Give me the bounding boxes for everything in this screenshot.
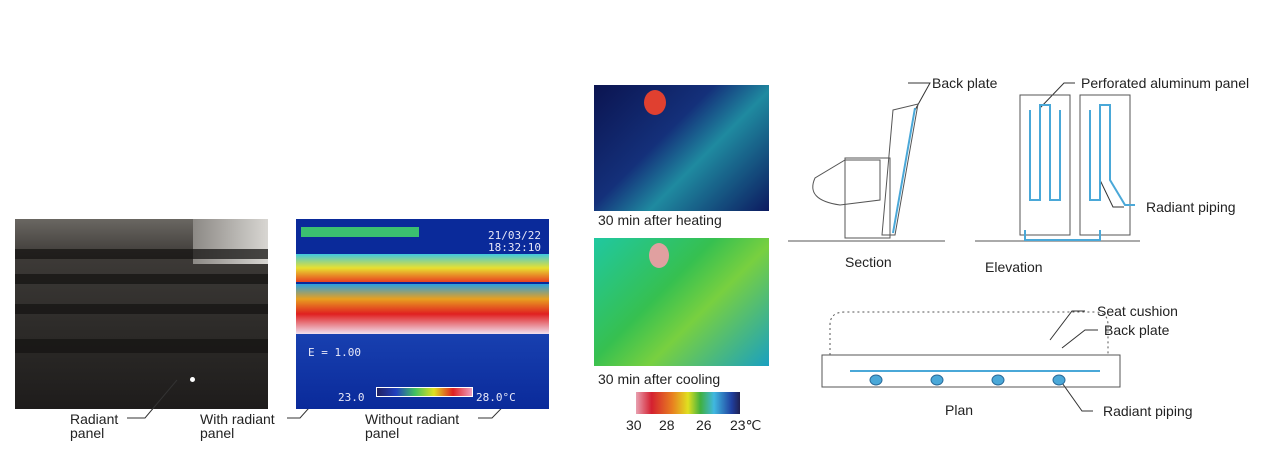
time-overlay: 18:32:10 bbox=[488, 241, 541, 254]
thermal-image-heating bbox=[594, 85, 769, 211]
temperature-scale bbox=[636, 392, 740, 414]
without-radiant-panel-label: Without radiant panel bbox=[365, 411, 460, 441]
thermal-image-cooling bbox=[594, 238, 769, 366]
radiant-piping-label: Radiant piping bbox=[1146, 199, 1236, 215]
plan-radiant-piping-label: Radiant piping bbox=[1103, 403, 1193, 419]
radiant-panel-label: Radiant panel bbox=[70, 411, 119, 441]
section-label: Section bbox=[845, 254, 892, 270]
heating-caption: 30 min after heating bbox=[598, 212, 722, 228]
scale-min: 23.0 bbox=[338, 391, 365, 404]
date-overlay: 21/03/22 bbox=[488, 229, 541, 242]
scale-max: 28.0°C bbox=[476, 391, 516, 404]
plan-label: Plan bbox=[945, 402, 974, 418]
scale-tick: 30 bbox=[626, 417, 642, 433]
plan-back-plate-label: Back plate bbox=[1104, 322, 1170, 338]
color-scale-bar bbox=[376, 387, 473, 397]
seat-cushion-label: Seat cushion bbox=[1097, 303, 1178, 319]
emissivity-overlay: E = 1.00 bbox=[308, 346, 361, 359]
seat-photo bbox=[15, 219, 268, 409]
scale-tick: 23℃ bbox=[730, 417, 762, 433]
perforated-panel-label: Perforated aluminum panel bbox=[1081, 75, 1250, 91]
scale-tick: 26 bbox=[696, 417, 712, 433]
back-plate-label: Back plate bbox=[932, 75, 998, 91]
elevation-label: Elevation bbox=[985, 259, 1043, 275]
cooling-caption: 30 min after cooling bbox=[598, 371, 721, 387]
thermal-image-seats: 21/03/22 18:32:10 E = 1.00 23.0 28.0°C bbox=[296, 219, 549, 409]
scale-tick: 28 bbox=[659, 417, 675, 433]
with-radiant-panel-label: With radiant panel bbox=[200, 411, 275, 441]
